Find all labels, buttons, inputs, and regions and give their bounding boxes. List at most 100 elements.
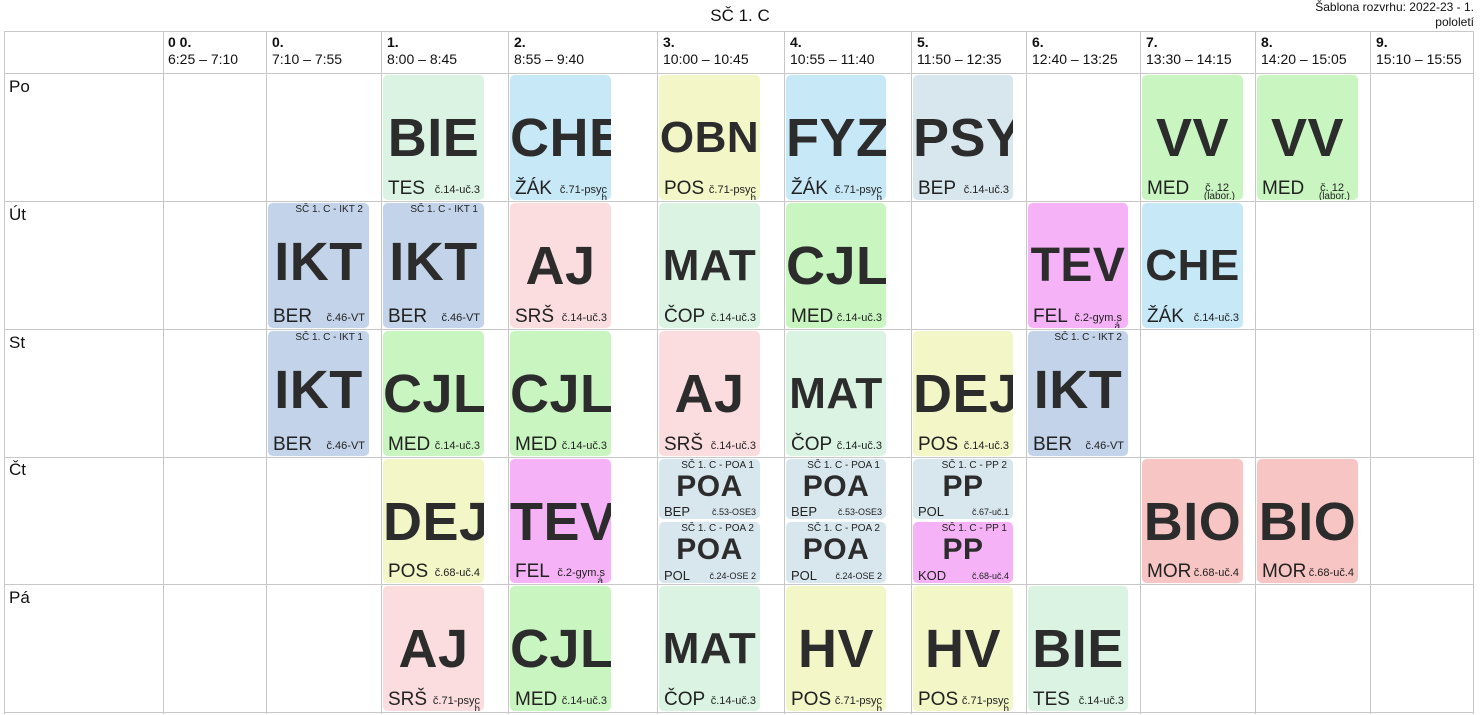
day-label: Pá [9, 588, 30, 607]
lesson-group: SČ 1. C - IKT 2 [295, 204, 363, 215]
lesson-subject: CJL [510, 619, 612, 679]
lesson-subject: POA [802, 533, 870, 566]
lesson-group: SČ 1. C - IKT 2 [1054, 332, 1122, 343]
lesson-group: SČ 1. C - POA 2 [807, 523, 880, 534]
lesson-subject: CJL [510, 364, 612, 424]
lesson-card[interactable]: VV MED č. 12 (labor.) [1141, 74, 1244, 201]
lesson-card[interactable]: SČ 1. C - IKT 1 IKT BER č.46-VT [267, 330, 370, 457]
lesson-teacher: ČOP [791, 434, 833, 455]
lesson-card[interactable]: DEJ POS č.14-uč.3 [912, 330, 1014, 457]
lesson-card[interactable]: MAT ČOP č.14-uč.3 [785, 330, 887, 457]
lesson-subject: BIE [1032, 619, 1124, 679]
lesson-teacher: MED [388, 434, 431, 455]
lesson-card[interactable]: AJ SRŠ č.71-psyc h [382, 585, 485, 712]
lesson-card[interactable]: SČ 1. C - PP 2 PP POL č.67-uč.1 [912, 458, 1014, 520]
lesson-teacher: FEL [1033, 306, 1068, 327]
lesson-subject: CHE [510, 108, 611, 168]
lesson-card[interactable]: TEV FEL č.2-gym.s á [509, 458, 612, 584]
lesson-room: č.14-uč.3 [1193, 312, 1239, 324]
lesson-card[interactable]: CJL MED č.14-uč.3 [785, 202, 887, 329]
lesson-teacher: ŽÁK [1147, 306, 1184, 327]
lesson-room: č.14-uč.3 [710, 440, 756, 452]
day-label: St [9, 333, 26, 352]
lesson-room: č.71-psyc [834, 184, 882, 196]
lesson-card[interactable]: FYZ ŽÁK č.71-psyc h [785, 74, 887, 201]
lesson-card[interactable]: SČ 1. C - IKT 1 IKT BER č.46-VT [382, 202, 485, 329]
lesson-room: č.68-uč.4 [1308, 567, 1354, 579]
lesson-subject: MAT [662, 241, 757, 290]
lesson-room: č.71-psyc [834, 695, 882, 707]
lesson-room: č.14-uč.3 [710, 312, 756, 324]
lesson-subject: MAT [789, 369, 883, 418]
lesson-subject: DEJ [383, 492, 485, 552]
lesson-card[interactable]: MAT ČOP č.14-uč.3 [658, 202, 761, 329]
lesson-card[interactable]: VV MED č. 12 (labor.) [1256, 74, 1359, 201]
lesson-card[interactable]: AJ SRŠ č.14-uč.3 [658, 330, 761, 457]
lesson-room: č.46-VT [326, 312, 365, 324]
lesson-teacher: ČOP [664, 306, 706, 327]
lesson-teacher: KOD [918, 568, 947, 583]
lesson-group: SČ 1. C - POA 2 [681, 523, 754, 534]
lesson-subject: AJ [525, 236, 596, 296]
lesson-subject: VV [1155, 108, 1230, 168]
lesson-card[interactable]: AJ SRŠ č.14-uč.3 [509, 202, 612, 329]
lesson-teacher: ČOP [664, 689, 706, 710]
lesson-card[interactable]: CJL MED č.14-uč.3 [509, 330, 612, 457]
lesson-card[interactable]: MAT ČOP č.14-uč.3 [658, 585, 761, 712]
period-header: 5. 11:50 – 12:35 [917, 34, 1002, 67]
lesson-card[interactable]: SČ 1. C - IKT 2 IKT BER č.46-VT [1027, 330, 1129, 457]
lesson-room: č.14-uč.3 [561, 440, 607, 452]
template-label-line1: Šablona rozvrhu: 2022-23 - 1. [1315, 0, 1474, 14]
lesson-card[interactable]: SČ 1. C - IKT 2 IKT BER č.46-VT [267, 202, 370, 329]
lesson-subject: OBN [659, 113, 760, 162]
lesson-card[interactable]: DEJ POS č.68-uč.4 [382, 458, 485, 584]
lesson-card[interactable]: HV POS č.71-psyc h [912, 585, 1014, 712]
period-header: 2. 8:55 – 9:40 [514, 34, 585, 67]
lesson-teacher: BER [273, 306, 313, 327]
period-header: 9. 15:10 – 15:55 [1376, 34, 1462, 67]
lesson-room: č.14-uč.3 [963, 184, 1009, 196]
lesson-card[interactable]: BIO MOR č.68-uč.4 [1256, 458, 1359, 584]
lesson-room: č.71-psyc [961, 695, 1009, 707]
timetable-title: SČ 1. C [710, 6, 770, 25]
lesson-subject: HV [924, 619, 1001, 679]
lesson-card[interactable]: SČ 1. C - POA 2 POA POL č.24-OSE 2 [658, 521, 761, 584]
lesson-card[interactable]: CJL MED č.14-uč.3 [382, 330, 485, 457]
lesson-card[interactable]: BIE TES č.14-uč.3 [1027, 585, 1129, 712]
lesson-teacher: POL [791, 568, 818, 583]
lesson-teacher: POS [918, 434, 959, 455]
lesson-teacher: BEP [918, 178, 957, 199]
lesson-card[interactable]: OBN POS č.71-psyc h [658, 74, 761, 201]
lesson-room: č.14-uč.3 [561, 695, 607, 707]
period-header: 0 0. 6:25 – 7:10 [168, 34, 239, 67]
lesson-teacher: ŽÁK [791, 178, 828, 199]
lesson-room-suffix: á [1114, 321, 1120, 329]
lesson-teacher: POL [664, 568, 691, 583]
lesson-subject: CHE [1145, 241, 1240, 290]
lesson-card[interactable]: SČ 1. C - POA 1 POA BEP č.53-OSE3 [785, 458, 887, 520]
lesson-room: č.24-OSE 2 [709, 571, 756, 581]
lesson-room: č.71-psyc [559, 184, 607, 196]
lesson-card[interactable]: BIO MOR č.68-uč.4 [1141, 458, 1244, 584]
lesson-card[interactable]: BIE TES č.14-uč.3 [382, 74, 485, 201]
lesson-card[interactable]: TEV FEL č.2-gym.s á [1027, 202, 1129, 329]
lesson-card[interactable]: SČ 1. C - POA 2 POA POL č.24-OSE 2 [785, 521, 887, 584]
lesson-card[interactable]: PSY BEP č.14-uč.3 [912, 74, 1014, 201]
lesson-teacher: POL [918, 504, 945, 519]
lesson-card[interactable]: SČ 1. C - PP 1 PP KOD č.68-uč.4 [912, 521, 1014, 584]
lesson-room: č.14-uč.3 [963, 440, 1009, 452]
lesson-subject: DEJ [913, 364, 1014, 424]
lesson-card[interactable]: CHE ŽÁK č.71-psyc h [509, 74, 612, 201]
lesson-room: č.46-VT [441, 312, 480, 324]
lesson-teacher: MOR [1262, 561, 1307, 582]
lesson-card[interactable]: CJL MED č.14-uč.3 [509, 585, 612, 712]
lesson-card[interactable]: CHE ŽÁK č.14-uč.3 [1141, 202, 1244, 329]
lesson-card[interactable]: HV POS č.71-psyc h [785, 585, 887, 712]
lesson-room: č.14-uč.3 [1078, 695, 1124, 707]
lesson-room-suffix: á [597, 576, 603, 584]
lesson-subject: BIE [387, 108, 480, 168]
lesson-card[interactable]: SČ 1. C - POA 1 POA BEP č.53-OSE3 [658, 458, 761, 520]
lesson-group: SČ 1. C - POA 1 [807, 460, 880, 471]
day-label: Út [9, 205, 26, 224]
lesson-room: č.2-gym.s [557, 567, 605, 579]
